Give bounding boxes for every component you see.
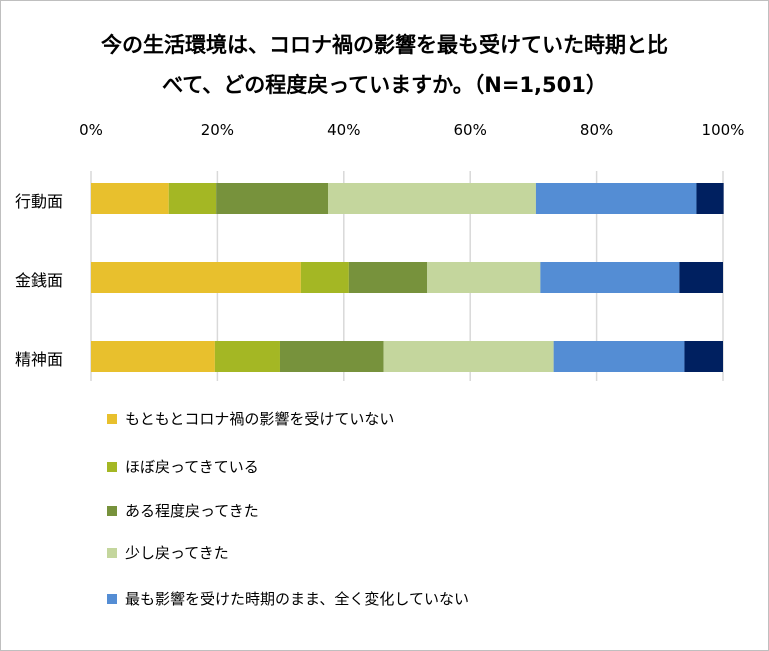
category-label: 金銭面 [15, 271, 64, 290]
legend-item: 少し戻ってきた [107, 539, 487, 567]
legend-swatch [107, 594, 117, 604]
bar-segment [214, 341, 280, 372]
bar-segment [540, 262, 680, 293]
chart-title-line2: べて、どの程度戻っていますか。（N=1,501） [162, 73, 607, 97]
bar-segment [679, 262, 723, 293]
legend-swatch [107, 414, 117, 424]
legend-label: ある程度戻ってきた [125, 502, 259, 520]
legend-label: 少し戻ってきた [125, 544, 229, 562]
bar-segment [684, 341, 723, 372]
chart-title-line1: 今の生活環境は、コロナ禍の影響を最も受けていた時期と比 [101, 33, 668, 57]
bar-segment [168, 183, 217, 214]
legend-label: 最も影響を受けた時期のまま、全く変化していない [125, 590, 469, 608]
x-tick-label: 80% [579, 121, 614, 139]
x-tick-label: 40% [327, 121, 361, 139]
legend-item: 最も影響を受けた時期のまま、全く変化していない [107, 585, 487, 613]
category-label: 行動面 [15, 192, 64, 211]
bar-segment [553, 341, 685, 372]
legend-label: もともとコロナ禍の影響を受けていない [125, 410, 395, 428]
bar-segment [91, 183, 169, 214]
x-tick-label: 0% [79, 121, 103, 139]
legend-label: ほぼ戻ってきている [125, 458, 259, 476]
x-tick-label: 60% [453, 121, 487, 139]
x-tick-label: 100% [701, 121, 745, 139]
bar-segment [348, 262, 428, 293]
bar-segment [91, 341, 215, 372]
bar-segment [535, 183, 697, 214]
bar-segment [91, 262, 301, 293]
bar-segment [383, 341, 554, 372]
legend-item: ある程度戻ってきた [107, 497, 487, 525]
bar-segment [427, 262, 541, 293]
legend-item: ほぼ戻ってきている [107, 453, 487, 481]
legend-swatch [107, 462, 117, 472]
x-tick-label: 20% [200, 121, 235, 139]
category-label: 精神面 [15, 350, 64, 369]
legend-swatch [107, 548, 117, 558]
legend-swatch [107, 506, 117, 516]
bar-segment [216, 183, 328, 214]
bar-segment [279, 341, 384, 372]
bar-segment [328, 183, 536, 214]
bar-segment [300, 262, 349, 293]
bar-segment [696, 183, 724, 214]
legend-item: もともとコロナ禍の影響を受けていない [107, 405, 487, 433]
